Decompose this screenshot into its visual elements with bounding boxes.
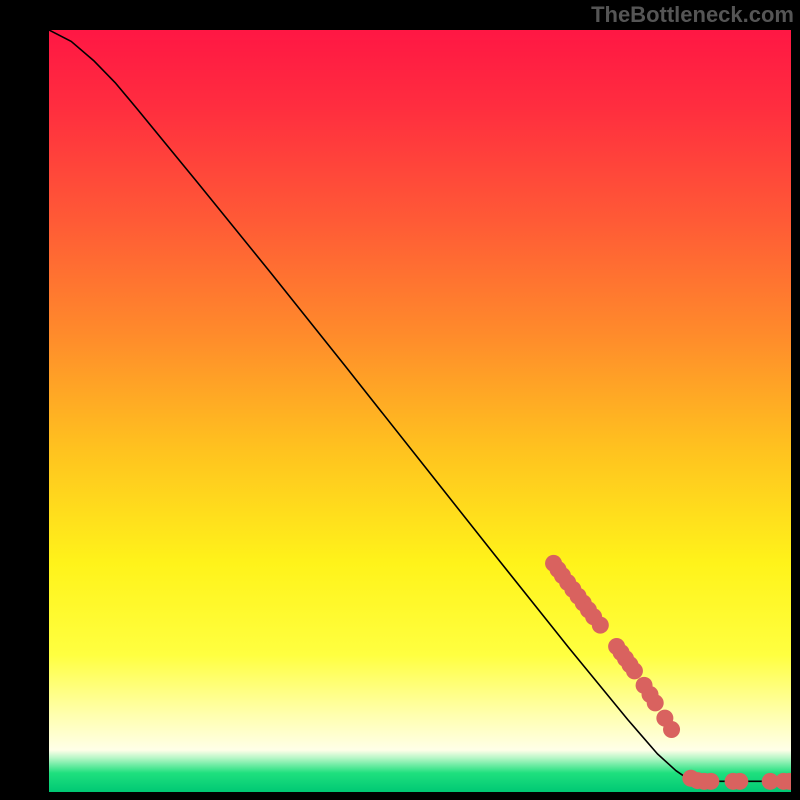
chart-svg (49, 30, 791, 792)
chart-frame: TheBottleneck.com (0, 0, 800, 800)
data-marker (592, 617, 609, 634)
gradient-background (49, 30, 791, 792)
data-marker (731, 773, 748, 790)
data-marker (647, 694, 664, 711)
data-marker (626, 662, 643, 679)
data-marker (702, 773, 719, 790)
watermark-label: TheBottleneck.com (591, 2, 794, 28)
plot-area (49, 30, 791, 792)
data-marker (663, 721, 680, 738)
